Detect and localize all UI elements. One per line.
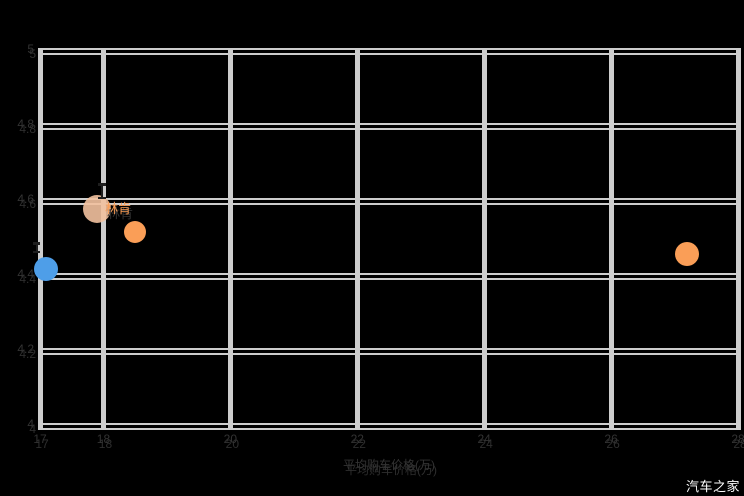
y-tick-label: 4 — [27, 417, 34, 431]
light-orange-bubble[interactable] — [83, 195, 112, 224]
ghost-label-artifact — [98, 183, 106, 199]
gridline-vertical — [100, 48, 106, 430]
x-tick-label: 28 — [731, 432, 744, 446]
gridline-horizontal — [37, 198, 741, 205]
y-tick-label: 4.8 — [17, 117, 34, 131]
gridline-vertical — [354, 48, 360, 430]
x-tick-label: 17 — [33, 432, 47, 446]
ghost-label-artifact — [33, 242, 40, 253]
orange-bubbles[interactable] — [675, 242, 700, 267]
y-tick-label: 4.6 — [17, 192, 34, 206]
gridline-vertical — [735, 48, 741, 430]
y-tick-label: 4.4 — [17, 267, 34, 281]
x-axis-title: 平均购车价格(万) — [343, 458, 435, 472]
gridline-vertical — [37, 48, 43, 430]
y-tick-label: 4.2 — [17, 342, 34, 356]
x-tick-label: 18 — [96, 432, 111, 446]
gridline-horizontal — [37, 423, 741, 430]
blue-bubble[interactable] — [34, 257, 59, 282]
gridline-vertical — [481, 48, 487, 430]
gridline-horizontal — [37, 273, 741, 280]
y-tick-label: 5 — [27, 42, 34, 56]
x-tick-label: 24 — [477, 432, 491, 446]
gridline-horizontal — [37, 48, 741, 55]
x-tick-label: 26 — [604, 432, 618, 446]
gridline-horizontal — [37, 123, 741, 130]
x-tick-label: 20 — [223, 432, 238, 446]
gridline-horizontal — [37, 348, 741, 355]
x-tick-label: 22 — [350, 432, 364, 446]
gridline-vertical — [608, 48, 614, 430]
orange-bubbles[interactable] — [124, 220, 147, 243]
autohome-watermark: 汽车之家 — [685, 479, 740, 494]
bubble-label: 林肯 — [105, 201, 132, 217]
gridline-vertical — [227, 48, 233, 430]
